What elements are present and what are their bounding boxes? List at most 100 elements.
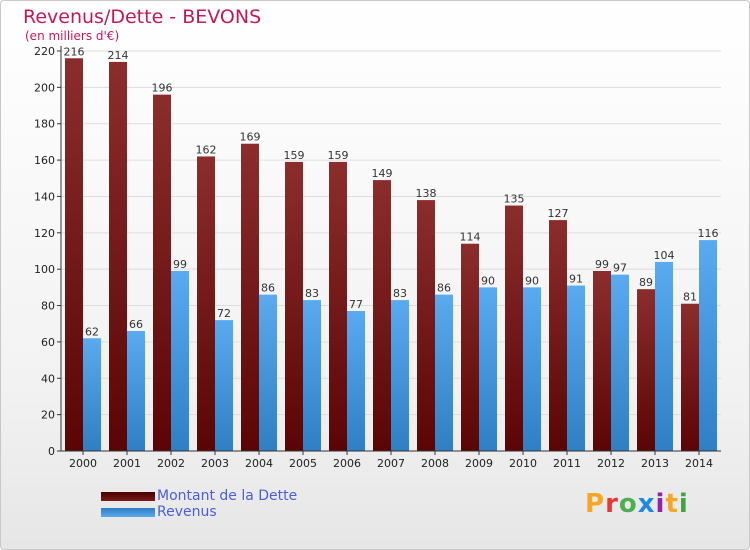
bar-revenus xyxy=(523,287,541,451)
logo-letter: t xyxy=(665,489,678,519)
data-label-dette: 216 xyxy=(64,45,85,58)
x-tick-label: 2007 xyxy=(377,457,405,470)
y-tick-label: 140 xyxy=(34,190,55,203)
data-label-revenus: 104 xyxy=(654,249,675,262)
bar-dette xyxy=(373,180,391,451)
y-tick-label: 40 xyxy=(41,372,55,385)
data-label-revenus: 91 xyxy=(569,273,583,286)
y-tick-label: 160 xyxy=(34,154,55,167)
data-label-revenus: 97 xyxy=(613,262,627,275)
bar-dette xyxy=(461,244,479,451)
x-tick-label: 2014 xyxy=(685,457,713,470)
logo-letter: i xyxy=(679,489,689,519)
x-tick-label: 2001 xyxy=(113,457,141,470)
data-label-revenus: 90 xyxy=(481,274,495,287)
bar-dette xyxy=(109,62,127,451)
bar-dette xyxy=(153,95,171,451)
legend-label-dette: Montant de la Dette xyxy=(157,488,297,504)
y-tick-label: 0 xyxy=(48,445,55,458)
y-tick-label: 120 xyxy=(34,227,55,240)
bar-revenus xyxy=(347,311,365,451)
bars xyxy=(65,58,717,451)
y-tick-label: 60 xyxy=(41,336,55,349)
logo-letter: r xyxy=(605,489,619,519)
bar-revenus xyxy=(127,331,145,451)
data-label-dette: 135 xyxy=(504,193,525,206)
y-tick-label: 220 xyxy=(34,45,55,58)
bar-dette xyxy=(241,144,259,451)
legend-swatch-revenus xyxy=(101,508,155,517)
legend-item-dette: Montant de la Dette xyxy=(101,488,297,504)
data-label-dette: 81 xyxy=(683,291,697,304)
bar-dette xyxy=(681,304,699,451)
data-label-revenus: 66 xyxy=(129,318,143,331)
logo-letter: x xyxy=(638,489,656,519)
data-label-revenus: 83 xyxy=(305,287,319,300)
x-tick-label: 2013 xyxy=(641,457,669,470)
x-tick-label: 2004 xyxy=(245,457,273,470)
data-label-dette: 114 xyxy=(460,231,481,244)
bar-dette xyxy=(285,162,303,451)
x-tick-label: 2011 xyxy=(553,457,581,470)
y-tick-label: 20 xyxy=(41,409,55,422)
data-label-dette: 162 xyxy=(196,143,217,156)
data-label-revenus: 99 xyxy=(173,258,187,271)
legend-swatch-dette xyxy=(101,492,155,501)
data-label-revenus: 86 xyxy=(437,282,451,295)
data-label-dette: 159 xyxy=(284,149,305,162)
y-tick-label: 180 xyxy=(34,118,55,131)
bar-dette xyxy=(637,289,655,451)
bar-chart: 2166221466196991627216986159831597714983… xyxy=(1,1,750,550)
bar-dette xyxy=(549,220,567,451)
data-label-dette: 214 xyxy=(108,49,129,62)
proxiti-logo: Proxiti xyxy=(585,489,689,519)
x-tick-label: 2005 xyxy=(289,457,317,470)
chart-frame: Revenus/Dette - BEVONS (en milliers d'€)… xyxy=(0,0,750,550)
x-tick-label: 2012 xyxy=(597,457,625,470)
legend: Montant de la Dette Revenus xyxy=(101,488,297,520)
data-label-dette: 149 xyxy=(372,167,393,180)
bar-dette xyxy=(505,206,523,451)
data-label-revenus: 62 xyxy=(85,325,99,338)
bar-revenus xyxy=(611,275,629,451)
logo-letter: P xyxy=(585,489,605,519)
bar-dette xyxy=(65,58,83,451)
data-label-dette: 169 xyxy=(240,131,261,144)
bar-revenus xyxy=(479,287,497,451)
data-label-dette: 127 xyxy=(548,207,569,220)
y-tick-label: 100 xyxy=(34,263,55,276)
x-tick-label: 2008 xyxy=(421,457,449,470)
logo-letter: o xyxy=(619,489,638,519)
data-label-revenus: 83 xyxy=(393,287,407,300)
bar-revenus xyxy=(171,271,189,451)
data-label-revenus: 86 xyxy=(261,282,275,295)
x-tick-label: 2010 xyxy=(509,457,537,470)
y-tick-label: 200 xyxy=(34,81,55,94)
data-label-dette: 159 xyxy=(328,149,349,162)
data-label-revenus: 90 xyxy=(525,274,539,287)
data-label-dette: 138 xyxy=(416,187,437,200)
bar-revenus xyxy=(435,295,453,451)
data-label-dette: 89 xyxy=(639,276,653,289)
bar-dette xyxy=(417,200,435,451)
bar-dette xyxy=(593,271,611,451)
bar-revenus xyxy=(303,300,321,451)
bar-dette xyxy=(329,162,347,451)
legend-label-revenus: Revenus xyxy=(157,504,217,520)
data-label-revenus: 77 xyxy=(349,298,363,311)
x-tick-label: 2003 xyxy=(201,457,229,470)
data-label-dette: 99 xyxy=(595,258,609,271)
bar-revenus xyxy=(699,240,717,451)
bar-revenus xyxy=(567,286,585,451)
bar-revenus xyxy=(391,300,409,451)
x-tick-label: 2006 xyxy=(333,457,361,470)
x-tick-label: 2009 xyxy=(465,457,493,470)
bar-revenus xyxy=(215,320,233,451)
data-label-revenus: 116 xyxy=(698,227,719,240)
bar-revenus xyxy=(259,295,277,451)
legend-item-revenus: Revenus xyxy=(101,504,297,520)
y-tick-label: 80 xyxy=(41,300,55,313)
bar-dette xyxy=(197,156,215,451)
x-tick-label: 2000 xyxy=(69,457,97,470)
logo-letter: i xyxy=(656,489,666,519)
